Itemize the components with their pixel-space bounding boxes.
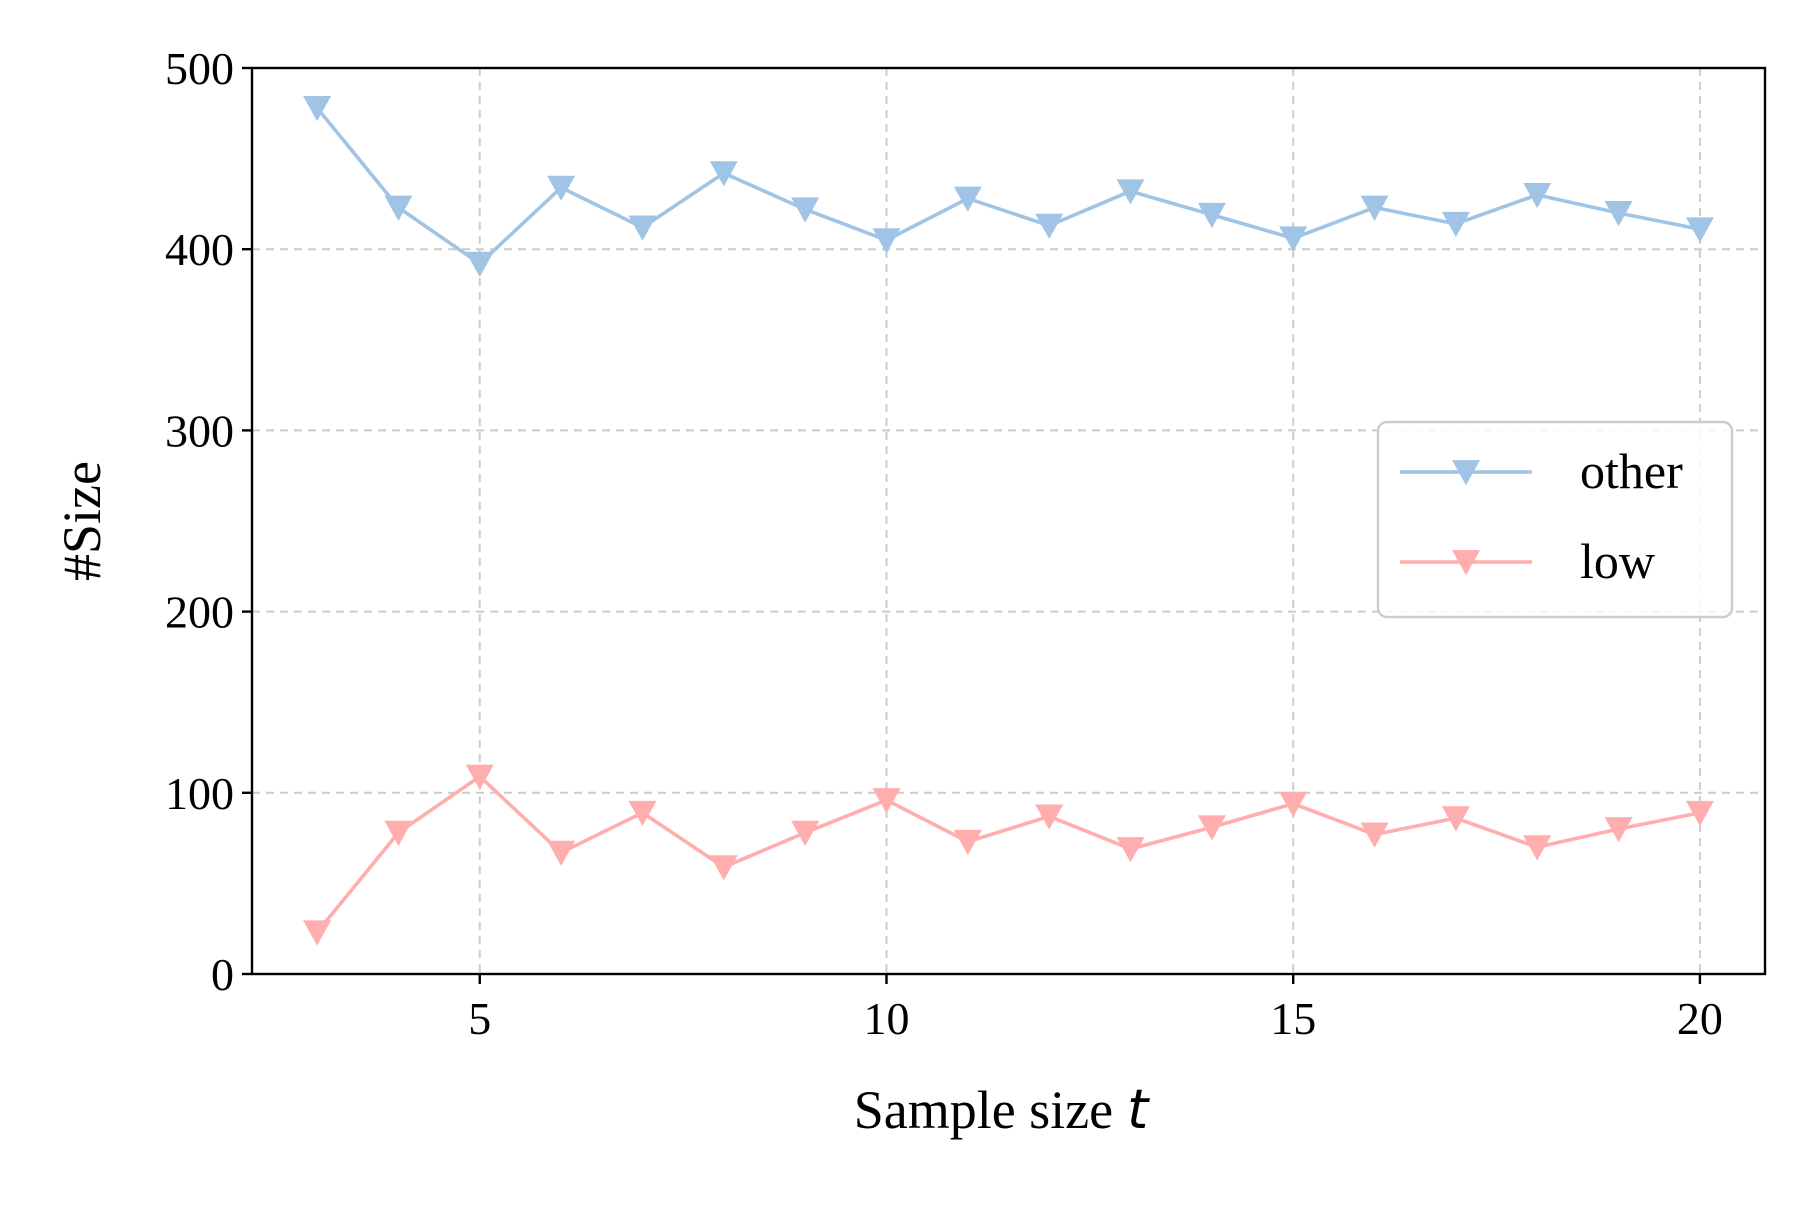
data-point-other — [1441, 211, 1470, 238]
data-point-low — [872, 788, 901, 814]
data-point-other — [384, 195, 413, 221]
data-point-other — [1604, 201, 1633, 227]
legend-swatch-marker — [1452, 460, 1480, 486]
data-point-other — [465, 251, 494, 277]
data-point-low — [1035, 804, 1064, 830]
data-point-other — [1523, 182, 1552, 209]
x-axis-label: Sample size t — [854, 1078, 1150, 1141]
data-point-low — [953, 829, 982, 856]
data-point-low — [1360, 822, 1389, 848]
legend: other low — [1376, 420, 1734, 619]
y-tick-label: 200 — [165, 587, 234, 638]
data-point-low — [303, 920, 332, 946]
data-point-low — [628, 800, 657, 827]
y-tick-label: 500 — [165, 43, 234, 94]
data-point-other — [791, 197, 820, 223]
data-point-other — [628, 215, 657, 241]
series-layer — [303, 95, 1714, 946]
data-point-low — [1197, 815, 1226, 841]
x-tick-label: 10 — [863, 993, 909, 1044]
y-tick-label: 100 — [165, 768, 234, 819]
y-tick-label: 400 — [165, 224, 234, 275]
plot-area-frame — [250, 66, 1767, 976]
data-point-low — [1685, 800, 1714, 827]
x-axis-label-variable: t — [1127, 1078, 1150, 1141]
data-point-other — [1197, 202, 1226, 229]
legend-entry-low: low — [1400, 533, 1655, 589]
data-point-low — [1604, 817, 1633, 843]
series-other — [303, 95, 1714, 277]
x-tick-label: 5 — [468, 993, 491, 1044]
data-point-other — [547, 175, 576, 201]
data-point-other — [1116, 179, 1145, 205]
data-point-other — [709, 161, 738, 187]
data-point-low — [1441, 806, 1470, 832]
data-point-low — [1523, 835, 1552, 861]
data-point-low — [1279, 791, 1308, 817]
legend-items: other low — [1400, 443, 1683, 589]
legend-label: other — [1580, 443, 1683, 499]
data-point-low — [547, 840, 576, 866]
data-point-low — [791, 820, 820, 846]
data-point-low — [465, 764, 494, 790]
data-point-other — [1685, 217, 1714, 243]
legend-swatch-marker — [1452, 550, 1480, 576]
series-line-low — [315, 774, 1701, 934]
data-point-low — [384, 820, 413, 846]
data-point-low — [1116, 837, 1145, 863]
data-point-other — [303, 95, 332, 122]
y-tick-label: 0 — [211, 949, 234, 1000]
data-point-other — [872, 228, 901, 254]
data-point-other — [1279, 226, 1308, 252]
data-point-other — [1035, 213, 1064, 239]
data-point-other — [953, 186, 982, 212]
series-low — [303, 764, 1714, 946]
y-axis-label: #Size — [52, 461, 112, 581]
y-tick-label: 300 — [165, 405, 234, 456]
legend-entry-other: other — [1400, 443, 1683, 499]
data-point-low — [709, 855, 738, 881]
x-axis-label-text: Sample size — [854, 1080, 1113, 1140]
series-line-other — [315, 106, 1701, 266]
data-point-other — [1360, 195, 1389, 221]
x-tick-label: 20 — [1677, 993, 1723, 1044]
x-tick-label: 15 — [1270, 993, 1316, 1044]
legend-label: low — [1580, 533, 1655, 589]
